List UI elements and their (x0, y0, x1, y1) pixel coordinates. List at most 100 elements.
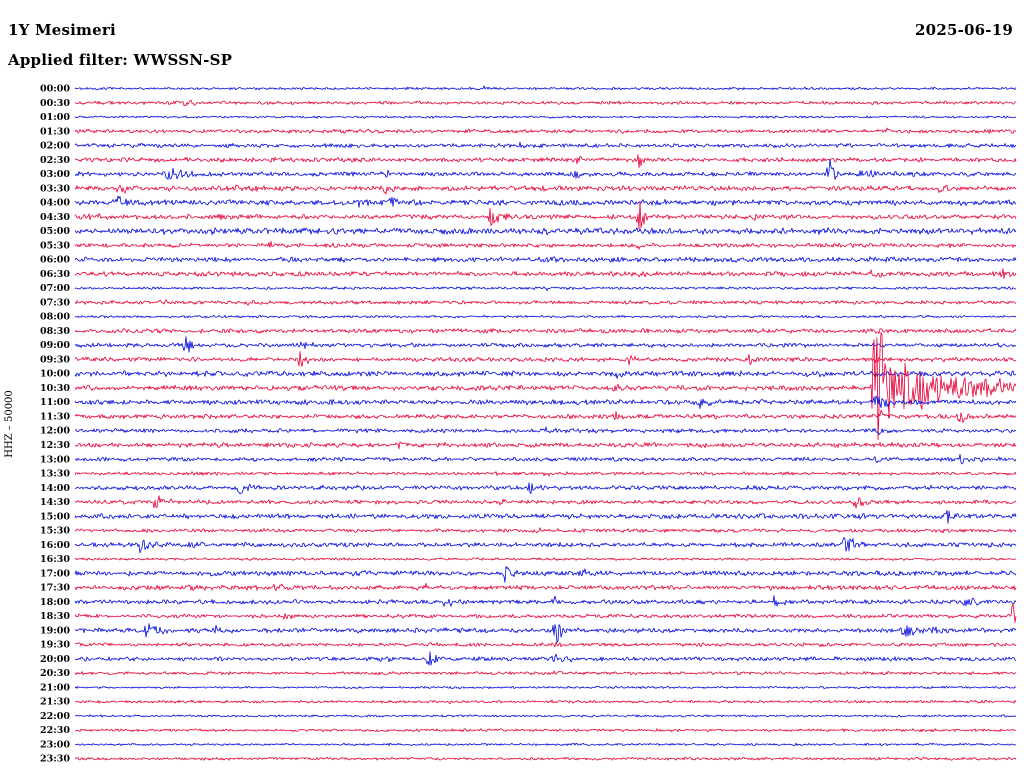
time-label-0430: 04:30 (40, 212, 70, 223)
time-label-1630: 16:30 (40, 554, 70, 565)
seismogram-trace-0600 (74, 256, 1017, 263)
time-label-1530: 15:30 (40, 526, 70, 537)
seismogram-trace-1700 (74, 566, 1017, 583)
channel-scale-label: HHZ – 50000 (4, 390, 15, 458)
seismogram-trace-2130 (75, 699, 1017, 705)
time-label-0630: 06:30 (40, 269, 70, 280)
time-label-2130: 21:30 (40, 697, 70, 708)
time-label-0300: 03:00 (40, 169, 70, 180)
seismogram-trace-1330 (74, 471, 1017, 477)
time-label-1230: 12:30 (40, 440, 70, 451)
time-label-2300: 23:00 (40, 740, 70, 751)
time-label-0600: 06:00 (40, 255, 70, 266)
seismogram-trace-1300 (74, 453, 1017, 465)
time-label-1800: 18:00 (40, 597, 70, 608)
seismogram-trace-0300 (74, 158, 1017, 180)
seismogram-trace-1600 (74, 537, 1017, 554)
seismogram-trace-2100 (74, 685, 1017, 690)
seismogram-trace-1500 (74, 510, 1017, 524)
time-label-0730: 07:30 (40, 297, 70, 308)
time-label-0400: 04:00 (40, 198, 70, 209)
seismogram-trace-1030 (74, 332, 1017, 441)
time-label-1130: 11:30 (40, 412, 70, 423)
seismogram-trace-2230 (75, 728, 1017, 733)
time-label-1430: 14:30 (40, 497, 70, 508)
seismogram-trace-0200 (74, 141, 1017, 149)
time-label-0830: 08:30 (40, 326, 70, 337)
time-label-0530: 05:30 (40, 240, 70, 251)
time-label-1330: 13:30 (40, 469, 70, 480)
time-label-1300: 13:00 (40, 454, 70, 465)
time-label-0700: 07:00 (40, 283, 70, 294)
seismogram-trace-0100 (74, 115, 1017, 119)
seismogram-trace-0900 (74, 336, 1017, 353)
seismogram-trace-1530 (74, 527, 1017, 534)
time-label-1200: 12:00 (40, 426, 70, 437)
date-label: 2025-06-19 (915, 21, 1013, 39)
seismogram-trace-2300 (75, 742, 1017, 747)
seismogram-trace-1230 (74, 441, 1017, 450)
time-label-0500: 05:00 (40, 226, 70, 237)
time-label-0900: 09:00 (40, 340, 70, 351)
seismogram-trace-1200 (74, 426, 1017, 435)
seismogram-trace-0000 (74, 85, 1017, 91)
seismogram-trace-1000 (74, 370, 1017, 379)
seismogram-trace-1100 (74, 395, 1017, 409)
seismogram-trace-0230 (74, 154, 1017, 169)
seismogram-trace-0800 (74, 314, 1017, 319)
time-label-2100: 21:00 (40, 682, 70, 693)
seismogram-trace-1430 (74, 495, 1017, 509)
time-label-0000: 00:00 (40, 84, 70, 95)
seismogram-trace-0630 (74, 268, 1017, 279)
time-label-0030: 00:30 (40, 98, 70, 109)
seismogram-trace-2330 (75, 756, 1017, 761)
seismogram-trace-0430 (74, 200, 1017, 230)
time-label-0330: 03:30 (40, 183, 70, 194)
time-label-1100: 11:00 (40, 397, 70, 408)
seismogram-trace-0330 (74, 184, 1017, 195)
time-label-1930: 19:30 (40, 640, 70, 651)
time-label-2000: 20:00 (40, 654, 70, 665)
time-label-0130: 01:30 (40, 126, 70, 137)
seismogram-trace-1800 (74, 595, 1017, 607)
time-label-2030: 20:30 (40, 668, 70, 679)
seismogram-trace-1730 (74, 583, 1017, 592)
seismogram-trace-2000 (74, 651, 1017, 666)
seismogram-trace-1630 (74, 557, 1017, 561)
seismogram-trace-1400 (74, 482, 1017, 495)
seismogram-trace-1930 (74, 641, 1017, 648)
seismogram-trace-0530 (74, 241, 1017, 250)
seismogram-trace-0030 (74, 99, 1017, 107)
time-label-1600: 16:00 (40, 540, 70, 551)
seismogram-trace-0830 (74, 328, 1017, 334)
time-label-0230: 02:30 (40, 155, 70, 166)
filter-label: Applied filter: WWSSN-SP (8, 51, 233, 69)
seismogram-trace-1130 (74, 409, 1017, 424)
time-label-0800: 08:00 (40, 312, 70, 323)
seismogram-trace-0930 (74, 351, 1017, 367)
time-label-1500: 15:00 (40, 511, 70, 522)
time-label-0930: 09:30 (40, 354, 70, 365)
time-label-0200: 02:00 (40, 141, 70, 152)
seismogram-trace-0700 (74, 286, 1017, 291)
time-label-1730: 17:30 (40, 583, 70, 594)
seismogram-trace-2030 (74, 670, 1017, 676)
time-label-0100: 01:00 (40, 112, 70, 123)
time-label-1400: 14:00 (40, 483, 70, 494)
time-label-1830: 18:30 (40, 611, 70, 622)
seismogram-trace-0500 (74, 227, 1017, 236)
time-label-2230: 22:30 (40, 725, 70, 736)
seismogram-trace-0130 (74, 127, 1017, 134)
seismogram-trace-2200 (74, 714, 1017, 718)
time-label-1900: 19:00 (40, 625, 70, 636)
station-title: 1Y Mesimeri (8, 21, 116, 39)
time-label-2330: 23:30 (40, 754, 70, 765)
time-label-1000: 10:00 (40, 369, 70, 380)
time-label-2200: 22:00 (40, 711, 70, 722)
time-label-1030: 10:30 (40, 383, 70, 394)
time-label-1700: 17:00 (40, 568, 70, 579)
header: 1Y Mesimeri 2025-06-19 (8, 21, 1013, 39)
seismogram-trace-1900 (74, 623, 1017, 643)
